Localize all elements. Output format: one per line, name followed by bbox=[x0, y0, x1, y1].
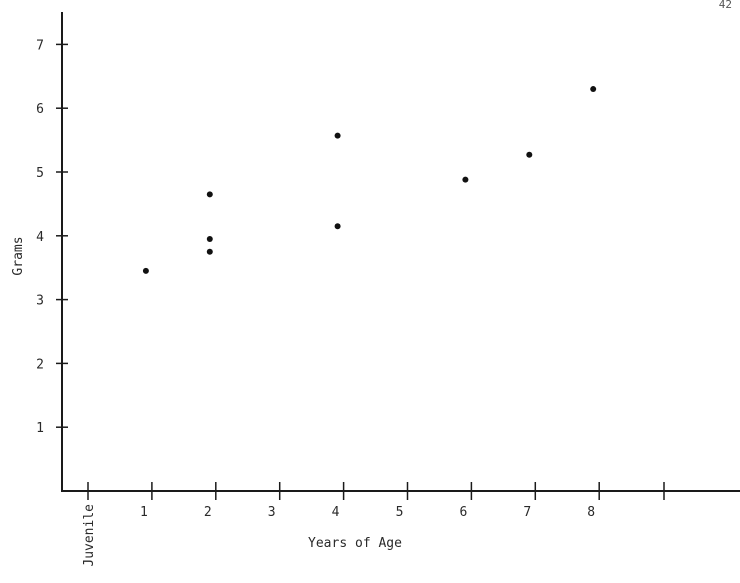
data-point-9 bbox=[590, 86, 597, 93]
y-tick-label-1: 1 bbox=[36, 421, 44, 436]
x-tick-label-6: 6 bbox=[459, 505, 467, 520]
data-point-7 bbox=[462, 176, 469, 183]
data-point-5 bbox=[334, 132, 341, 139]
data-point-6 bbox=[334, 223, 341, 230]
data-point-4 bbox=[206, 248, 213, 255]
x-axis-title: Years of Age bbox=[308, 536, 402, 551]
data-points bbox=[142, 86, 597, 274]
x-axis-ticks: Juvenile 1 2 3 4 5 6 7 8 bbox=[82, 482, 665, 567]
x-tick-label-3: 3 bbox=[268, 505, 276, 520]
y-tick-label-3: 3 bbox=[36, 294, 44, 309]
y-tick-label-7: 7 bbox=[36, 38, 44, 53]
x-tick-label-4: 4 bbox=[332, 505, 340, 520]
x-tick-label-8: 8 bbox=[587, 505, 595, 520]
x-tick-label-2: 2 bbox=[204, 505, 212, 520]
y-tick-label-6: 6 bbox=[36, 102, 44, 117]
y-tick-label-5: 5 bbox=[36, 166, 44, 181]
data-point-2 bbox=[206, 191, 213, 198]
y-axis-title: Grams bbox=[11, 236, 26, 275]
data-point-3 bbox=[206, 235, 213, 242]
x-tick-label-7: 7 bbox=[523, 505, 531, 520]
x-tick-label-5: 5 bbox=[396, 505, 404, 520]
x-tick-label-1: 1 bbox=[140, 505, 148, 520]
y-tick-label-4: 4 bbox=[36, 230, 44, 245]
page-number: 42 bbox=[719, 0, 732, 11]
x-tick-label-juvenile: Juvenile bbox=[82, 504, 97, 567]
y-tick-label-2: 2 bbox=[36, 357, 44, 372]
y-axis-ticks: 1 2 3 4 5 6 7 bbox=[36, 38, 68, 436]
data-point-1 bbox=[142, 267, 149, 274]
data-point-8 bbox=[526, 151, 533, 158]
